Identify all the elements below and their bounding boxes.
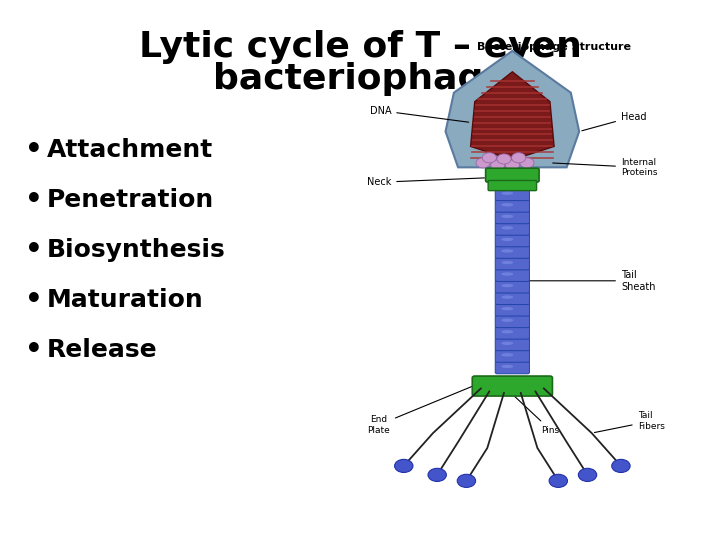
Text: Internal
Proteins: Internal Proteins (553, 158, 657, 177)
Ellipse shape (501, 192, 513, 195)
FancyBboxPatch shape (495, 338, 529, 350)
Text: Penetration: Penetration (47, 188, 215, 212)
FancyBboxPatch shape (495, 280, 529, 293)
Circle shape (457, 474, 476, 488)
Ellipse shape (501, 295, 513, 299)
Circle shape (549, 474, 567, 488)
Text: Neck: Neck (367, 177, 485, 187)
Circle shape (482, 153, 497, 163)
Text: Head: Head (582, 112, 647, 131)
FancyBboxPatch shape (495, 234, 529, 247)
Circle shape (505, 160, 519, 170)
Circle shape (497, 154, 511, 164)
Ellipse shape (501, 330, 513, 334)
FancyBboxPatch shape (495, 188, 529, 200)
Circle shape (612, 460, 630, 472)
Text: Maturation: Maturation (47, 288, 204, 312)
Text: •: • (25, 186, 42, 214)
Circle shape (520, 158, 534, 168)
Ellipse shape (501, 214, 513, 218)
Text: Lytic cycle of T – even: Lytic cycle of T – even (138, 30, 582, 64)
Ellipse shape (501, 261, 513, 264)
Ellipse shape (501, 319, 513, 322)
FancyBboxPatch shape (495, 349, 529, 362)
Ellipse shape (501, 203, 513, 206)
Text: •: • (25, 286, 42, 314)
FancyBboxPatch shape (495, 211, 529, 224)
Circle shape (578, 468, 597, 482)
FancyBboxPatch shape (495, 257, 529, 270)
Circle shape (511, 153, 526, 163)
Circle shape (428, 468, 446, 482)
FancyBboxPatch shape (495, 246, 529, 258)
Ellipse shape (501, 364, 513, 368)
Text: •: • (25, 336, 42, 364)
Ellipse shape (501, 307, 513, 310)
Text: •: • (25, 136, 42, 164)
Polygon shape (446, 51, 579, 167)
Text: End
Plate: End Plate (367, 386, 472, 435)
Text: Tail
Fibers: Tail Fibers (595, 411, 665, 433)
Ellipse shape (501, 249, 513, 253)
FancyBboxPatch shape (495, 199, 529, 212)
Circle shape (476, 158, 490, 168)
Ellipse shape (501, 342, 513, 345)
Text: Pins: Pins (514, 396, 559, 435)
FancyBboxPatch shape (485, 168, 539, 182)
FancyBboxPatch shape (495, 222, 529, 235)
Circle shape (490, 160, 505, 170)
FancyBboxPatch shape (495, 292, 529, 305)
FancyBboxPatch shape (495, 326, 529, 339)
Ellipse shape (501, 238, 513, 241)
FancyBboxPatch shape (495, 268, 529, 281)
Text: DNA: DNA (369, 106, 469, 122)
FancyBboxPatch shape (495, 303, 529, 316)
Polygon shape (471, 72, 554, 160)
FancyBboxPatch shape (472, 376, 552, 396)
Text: Attachment: Attachment (47, 138, 213, 162)
Text: •: • (25, 236, 42, 264)
Text: Biosynthesis: Biosynthesis (47, 238, 226, 262)
Text: Tail
Sheath: Tail Sheath (530, 270, 655, 292)
Text: bacteriophage: bacteriophage (212, 62, 508, 96)
Circle shape (395, 460, 413, 472)
Ellipse shape (501, 226, 513, 230)
Text: Bacteriophage Structure: Bacteriophage Structure (477, 42, 631, 52)
Ellipse shape (501, 284, 513, 287)
Ellipse shape (501, 272, 513, 276)
FancyBboxPatch shape (488, 180, 536, 191)
Text: Release: Release (47, 338, 158, 362)
FancyBboxPatch shape (495, 361, 529, 374)
FancyBboxPatch shape (495, 315, 529, 328)
Ellipse shape (501, 353, 513, 356)
